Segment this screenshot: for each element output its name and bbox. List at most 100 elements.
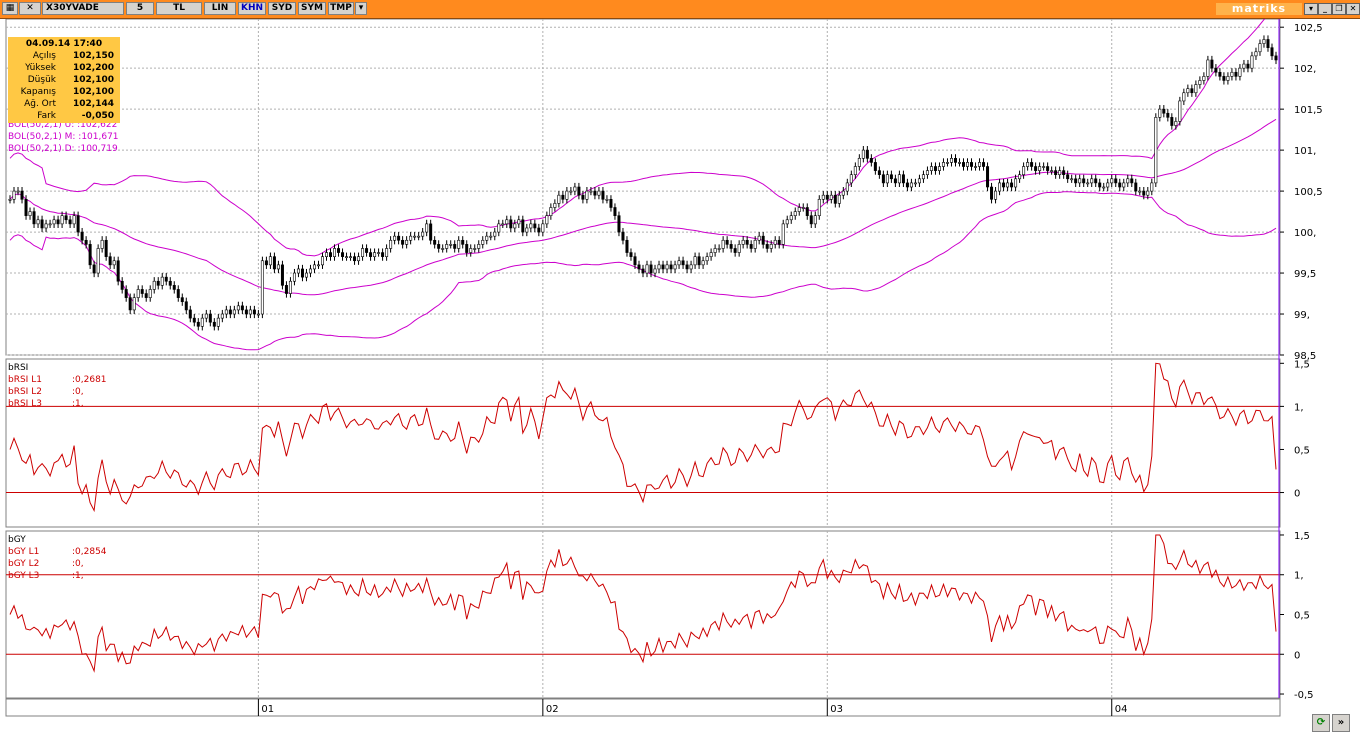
- candle-body: [272, 256, 276, 270]
- candle-body: [1082, 178, 1086, 184]
- next-icon[interactable]: »: [1332, 714, 1350, 732]
- panel-frame-0: [5, 19, 1281, 356]
- candle-body: [1018, 174, 1022, 180]
- candle-body: [665, 264, 669, 270]
- candle-body: [1070, 178, 1074, 181]
- chart-canvas[interactable]: 01 02 03 04 102,5 102, 101,5 101, 100,5 100, 99,5 9…: [0, 19, 1360, 718]
- candle-body: [1014, 178, 1018, 188]
- candle-body: [216, 317, 220, 327]
- candle-body: [1198, 80, 1202, 85]
- candle-body: [48, 223, 52, 226]
- candle-body: [1190, 88, 1194, 94]
- sym-button[interactable]: SYM: [298, 2, 326, 15]
- candle-body: [1130, 178, 1134, 184]
- candle-body: [1150, 182, 1154, 192]
- candle-body: [1110, 178, 1114, 184]
- candle-body: [853, 166, 857, 176]
- candle-body: [1050, 170, 1054, 172]
- candle-body: [1090, 178, 1094, 184]
- candle-body: [733, 248, 737, 253]
- candle-body: [1078, 178, 1082, 184]
- candle-body: [1034, 166, 1038, 171]
- tmp-button[interactable]: TMP: [328, 2, 354, 15]
- candle-body: [521, 219, 525, 233]
- candle-body: [64, 215, 68, 221]
- syd-button[interactable]: SYD: [268, 2, 296, 15]
- candle-body: [28, 211, 32, 216]
- chart-menu-icon[interactable]: ▦: [2, 2, 18, 15]
- currency-button[interactable]: TL: [156, 2, 202, 15]
- toolbar: ▦ ✕ X30YVADE 5 TL LIN KHN SYD SYM TMP ▾ …: [0, 0, 1360, 19]
- y-tick-label: 0,5: [1294, 445, 1310, 456]
- candle-body: [44, 223, 48, 229]
- candle-body: [421, 231, 425, 237]
- candle-body: [136, 289, 140, 298]
- compare-icon[interactable]: ✕: [19, 2, 41, 15]
- candle-body: [120, 280, 124, 290]
- candle-body: [1086, 182, 1090, 185]
- candle-body: [1230, 71, 1234, 77]
- candle-body: [124, 289, 128, 298]
- restore-icon[interactable]: ❐: [1332, 3, 1346, 15]
- candle-body: [625, 239, 629, 253]
- candle-body: [533, 223, 537, 229]
- candle-body: [1118, 182, 1122, 188]
- candle-body: [164, 276, 168, 282]
- info-datetime: 04.09.14 17:40: [25, 39, 103, 49]
- candle-body: [264, 260, 268, 266]
- candle-body: [785, 219, 789, 225]
- candle-body: [597, 190, 601, 196]
- info-label-high: Yüksek: [25, 63, 56, 73]
- candle-body: [489, 235, 493, 238]
- candle-body: [601, 190, 605, 200]
- minimize-icon[interactable]: _: [1318, 3, 1332, 15]
- candle-body: [777, 239, 781, 245]
- candle-body: [92, 264, 96, 274]
- candle-body: [1138, 190, 1142, 193]
- candle-body: [741, 239, 745, 245]
- candle-body: [20, 190, 24, 200]
- candle-body: [24, 198, 28, 216]
- candle-body: [689, 264, 693, 270]
- menu-down-icon[interactable]: ▾: [1304, 3, 1318, 15]
- candle-body: [248, 309, 252, 315]
- candle-body: [1194, 84, 1198, 94]
- candle-body: [80, 231, 84, 241]
- symbol-field[interactable]: X30YVADE: [42, 2, 124, 15]
- candle-body: [825, 194, 829, 200]
- candle-body: [1038, 166, 1042, 171]
- candle-body: [457, 239, 461, 249]
- candle-body: [957, 162, 961, 164]
- candle-body: [925, 170, 929, 176]
- candle-body: [212, 321, 216, 327]
- period-button[interactable]: 5: [126, 2, 154, 15]
- candle-body: [1026, 162, 1030, 167]
- refresh-icon[interactable]: ⟳: [1312, 714, 1330, 732]
- candle-body: [36, 219, 40, 225]
- scale-button[interactable]: LIN: [204, 2, 236, 15]
- close-icon[interactable]: ✕: [1346, 3, 1360, 15]
- candle-body: [889, 174, 893, 180]
- candle-body: [385, 248, 389, 257]
- candle-body: [1154, 117, 1158, 184]
- candle-body: [837, 194, 841, 204]
- candle-body: [325, 252, 329, 257]
- series-name-1: bRSI L2: [8, 387, 42, 397]
- series-name-0: bGY L1: [8, 547, 39, 557]
- candle-body: [276, 264, 280, 270]
- candle-body: [284, 285, 288, 294]
- candle-body: [617, 215, 621, 233]
- candle-body: [300, 268, 304, 278]
- dropdown-arrow-icon[interactable]: ▾: [355, 2, 367, 15]
- khn-button[interactable]: KHN: [238, 2, 266, 15]
- candle-body: [517, 219, 521, 225]
- candle-body: [369, 252, 373, 257]
- candle-body: [1046, 166, 1050, 171]
- candle-body: [893, 178, 897, 184]
- candle-body: [1274, 55, 1278, 61]
- candle-body: [1270, 47, 1274, 57]
- candle-body: [581, 194, 585, 200]
- candle-body: [417, 235, 421, 238]
- candle-body: [156, 280, 160, 286]
- candle-body: [677, 260, 681, 266]
